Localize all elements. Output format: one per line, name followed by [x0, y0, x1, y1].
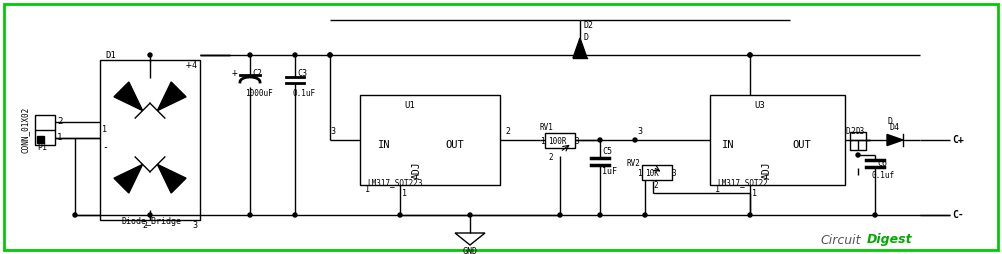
- Text: RV1: RV1: [540, 123, 554, 133]
- Circle shape: [398, 213, 402, 217]
- Polygon shape: [157, 164, 186, 193]
- Text: RV2: RV2: [627, 158, 641, 167]
- Circle shape: [598, 213, 602, 217]
- Bar: [37, 136, 44, 143]
- Bar: [850, 132, 866, 150]
- Circle shape: [328, 53, 332, 57]
- Text: 3: 3: [192, 220, 197, 230]
- Text: ADJ: ADJ: [412, 161, 422, 179]
- Circle shape: [293, 213, 297, 217]
- Circle shape: [643, 213, 647, 217]
- Text: +: +: [186, 60, 191, 70]
- Text: 1: 1: [402, 188, 407, 198]
- Text: 1: 1: [637, 168, 641, 178]
- Bar: [642, 165, 672, 180]
- Text: GND: GND: [463, 246, 478, 254]
- Text: D2: D2: [584, 21, 594, 29]
- Text: ADJ: ADJ: [762, 161, 772, 179]
- Text: CONN_01X02: CONN_01X02: [20, 107, 29, 153]
- Text: C2: C2: [252, 69, 262, 77]
- Text: 1: 1: [715, 185, 720, 195]
- Text: Circuit: Circuit: [820, 233, 861, 246]
- Text: U3: U3: [755, 101, 766, 109]
- Text: LM317_SOT223: LM317_SOT223: [367, 179, 423, 187]
- Polygon shape: [114, 164, 142, 193]
- Circle shape: [328, 53, 332, 57]
- Text: 3: 3: [575, 137, 579, 147]
- Circle shape: [633, 138, 637, 142]
- Bar: [360, 95, 500, 185]
- Circle shape: [293, 53, 297, 57]
- Circle shape: [748, 213, 752, 217]
- Text: 2: 2: [548, 153, 553, 163]
- Text: -: -: [102, 142, 108, 152]
- Text: C3: C3: [297, 69, 307, 77]
- Text: 3: 3: [330, 128, 335, 136]
- Text: D: D: [888, 118, 893, 126]
- Circle shape: [578, 53, 582, 57]
- Text: +: +: [232, 68, 237, 78]
- Polygon shape: [887, 134, 903, 146]
- Bar: [100, 60, 200, 220]
- Text: 0.1uf: 0.1uf: [872, 170, 895, 180]
- Polygon shape: [455, 233, 485, 245]
- Circle shape: [248, 53, 252, 57]
- Text: 2: 2: [653, 181, 657, 189]
- Text: C5: C5: [602, 148, 612, 156]
- Circle shape: [558, 213, 562, 217]
- Text: Digest: Digest: [867, 233, 913, 246]
- Text: 1: 1: [102, 125, 107, 135]
- Text: 4: 4: [192, 60, 197, 70]
- Text: IN: IN: [378, 140, 391, 150]
- Circle shape: [148, 213, 152, 217]
- Circle shape: [73, 213, 77, 217]
- Bar: [35, 115, 55, 145]
- Text: D3: D3: [856, 128, 866, 136]
- Text: D: D: [584, 34, 589, 42]
- Circle shape: [598, 138, 602, 142]
- Text: C-: C-: [952, 210, 964, 220]
- Circle shape: [248, 213, 252, 217]
- Text: 0.1uF: 0.1uF: [293, 88, 316, 98]
- Text: 100R: 100R: [548, 137, 566, 147]
- Circle shape: [873, 213, 877, 217]
- Text: 1uF: 1uF: [602, 167, 617, 177]
- Text: D: D: [846, 128, 851, 136]
- Text: IN: IN: [722, 140, 734, 150]
- Circle shape: [148, 53, 152, 57]
- Text: 2: 2: [142, 220, 147, 230]
- Circle shape: [748, 53, 752, 57]
- Text: C6: C6: [877, 158, 887, 167]
- Text: D4: D4: [890, 123, 900, 133]
- Text: 1: 1: [57, 134, 62, 142]
- Text: C+: C+: [952, 135, 964, 145]
- Text: 2: 2: [57, 118, 62, 126]
- Text: D1: D1: [105, 51, 116, 59]
- Text: OUT: OUT: [445, 140, 464, 150]
- Text: Diode_Bridge: Diode_Bridge: [122, 217, 182, 227]
- Bar: [710, 95, 845, 185]
- Circle shape: [856, 153, 860, 157]
- Text: 1: 1: [540, 137, 545, 147]
- Text: P1: P1: [37, 144, 47, 152]
- Text: 3: 3: [637, 128, 642, 136]
- Polygon shape: [573, 38, 587, 58]
- Text: 1000uF: 1000uF: [245, 88, 273, 98]
- Text: 10K: 10K: [645, 168, 659, 178]
- Polygon shape: [157, 82, 186, 110]
- Text: OUT: OUT: [792, 140, 811, 150]
- Text: 3: 3: [672, 168, 676, 178]
- Bar: [545, 133, 575, 148]
- Text: LM317_SOT22: LM317_SOT22: [717, 179, 768, 187]
- Polygon shape: [114, 82, 142, 110]
- Circle shape: [748, 53, 752, 57]
- Text: 1: 1: [752, 188, 757, 198]
- Text: 2: 2: [850, 128, 855, 136]
- Text: U1: U1: [405, 101, 416, 109]
- Text: 1: 1: [365, 185, 370, 195]
- Circle shape: [468, 213, 472, 217]
- Text: 2: 2: [505, 128, 510, 136]
